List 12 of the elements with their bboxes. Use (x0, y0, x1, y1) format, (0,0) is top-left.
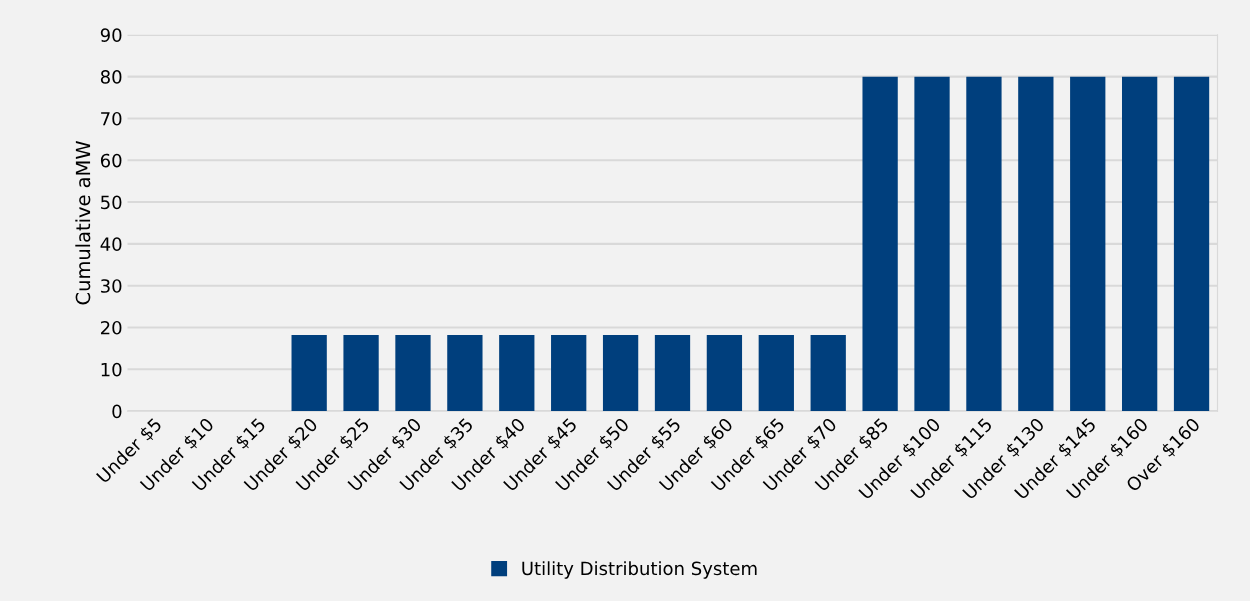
y-tick-label: 20 (100, 320, 122, 335)
legend-label: Utility Distribution System (522, 561, 757, 579)
y-tick-label: 30 (101, 279, 122, 293)
y-tick-label: 10 (101, 362, 122, 377)
y-tick-label: 70 (101, 111, 122, 126)
y-tick-label: 80 (100, 70, 122, 84)
y-tick-label: 50 (101, 195, 122, 210)
y-tick-label: 60 (100, 153, 122, 168)
y-tick-label: 0 (112, 404, 122, 419)
y-tick-label: 40 (100, 237, 122, 251)
y-axis-title: Cumulative aMW (75, 141, 91, 305)
y-tick-label: 90 (100, 28, 122, 42)
